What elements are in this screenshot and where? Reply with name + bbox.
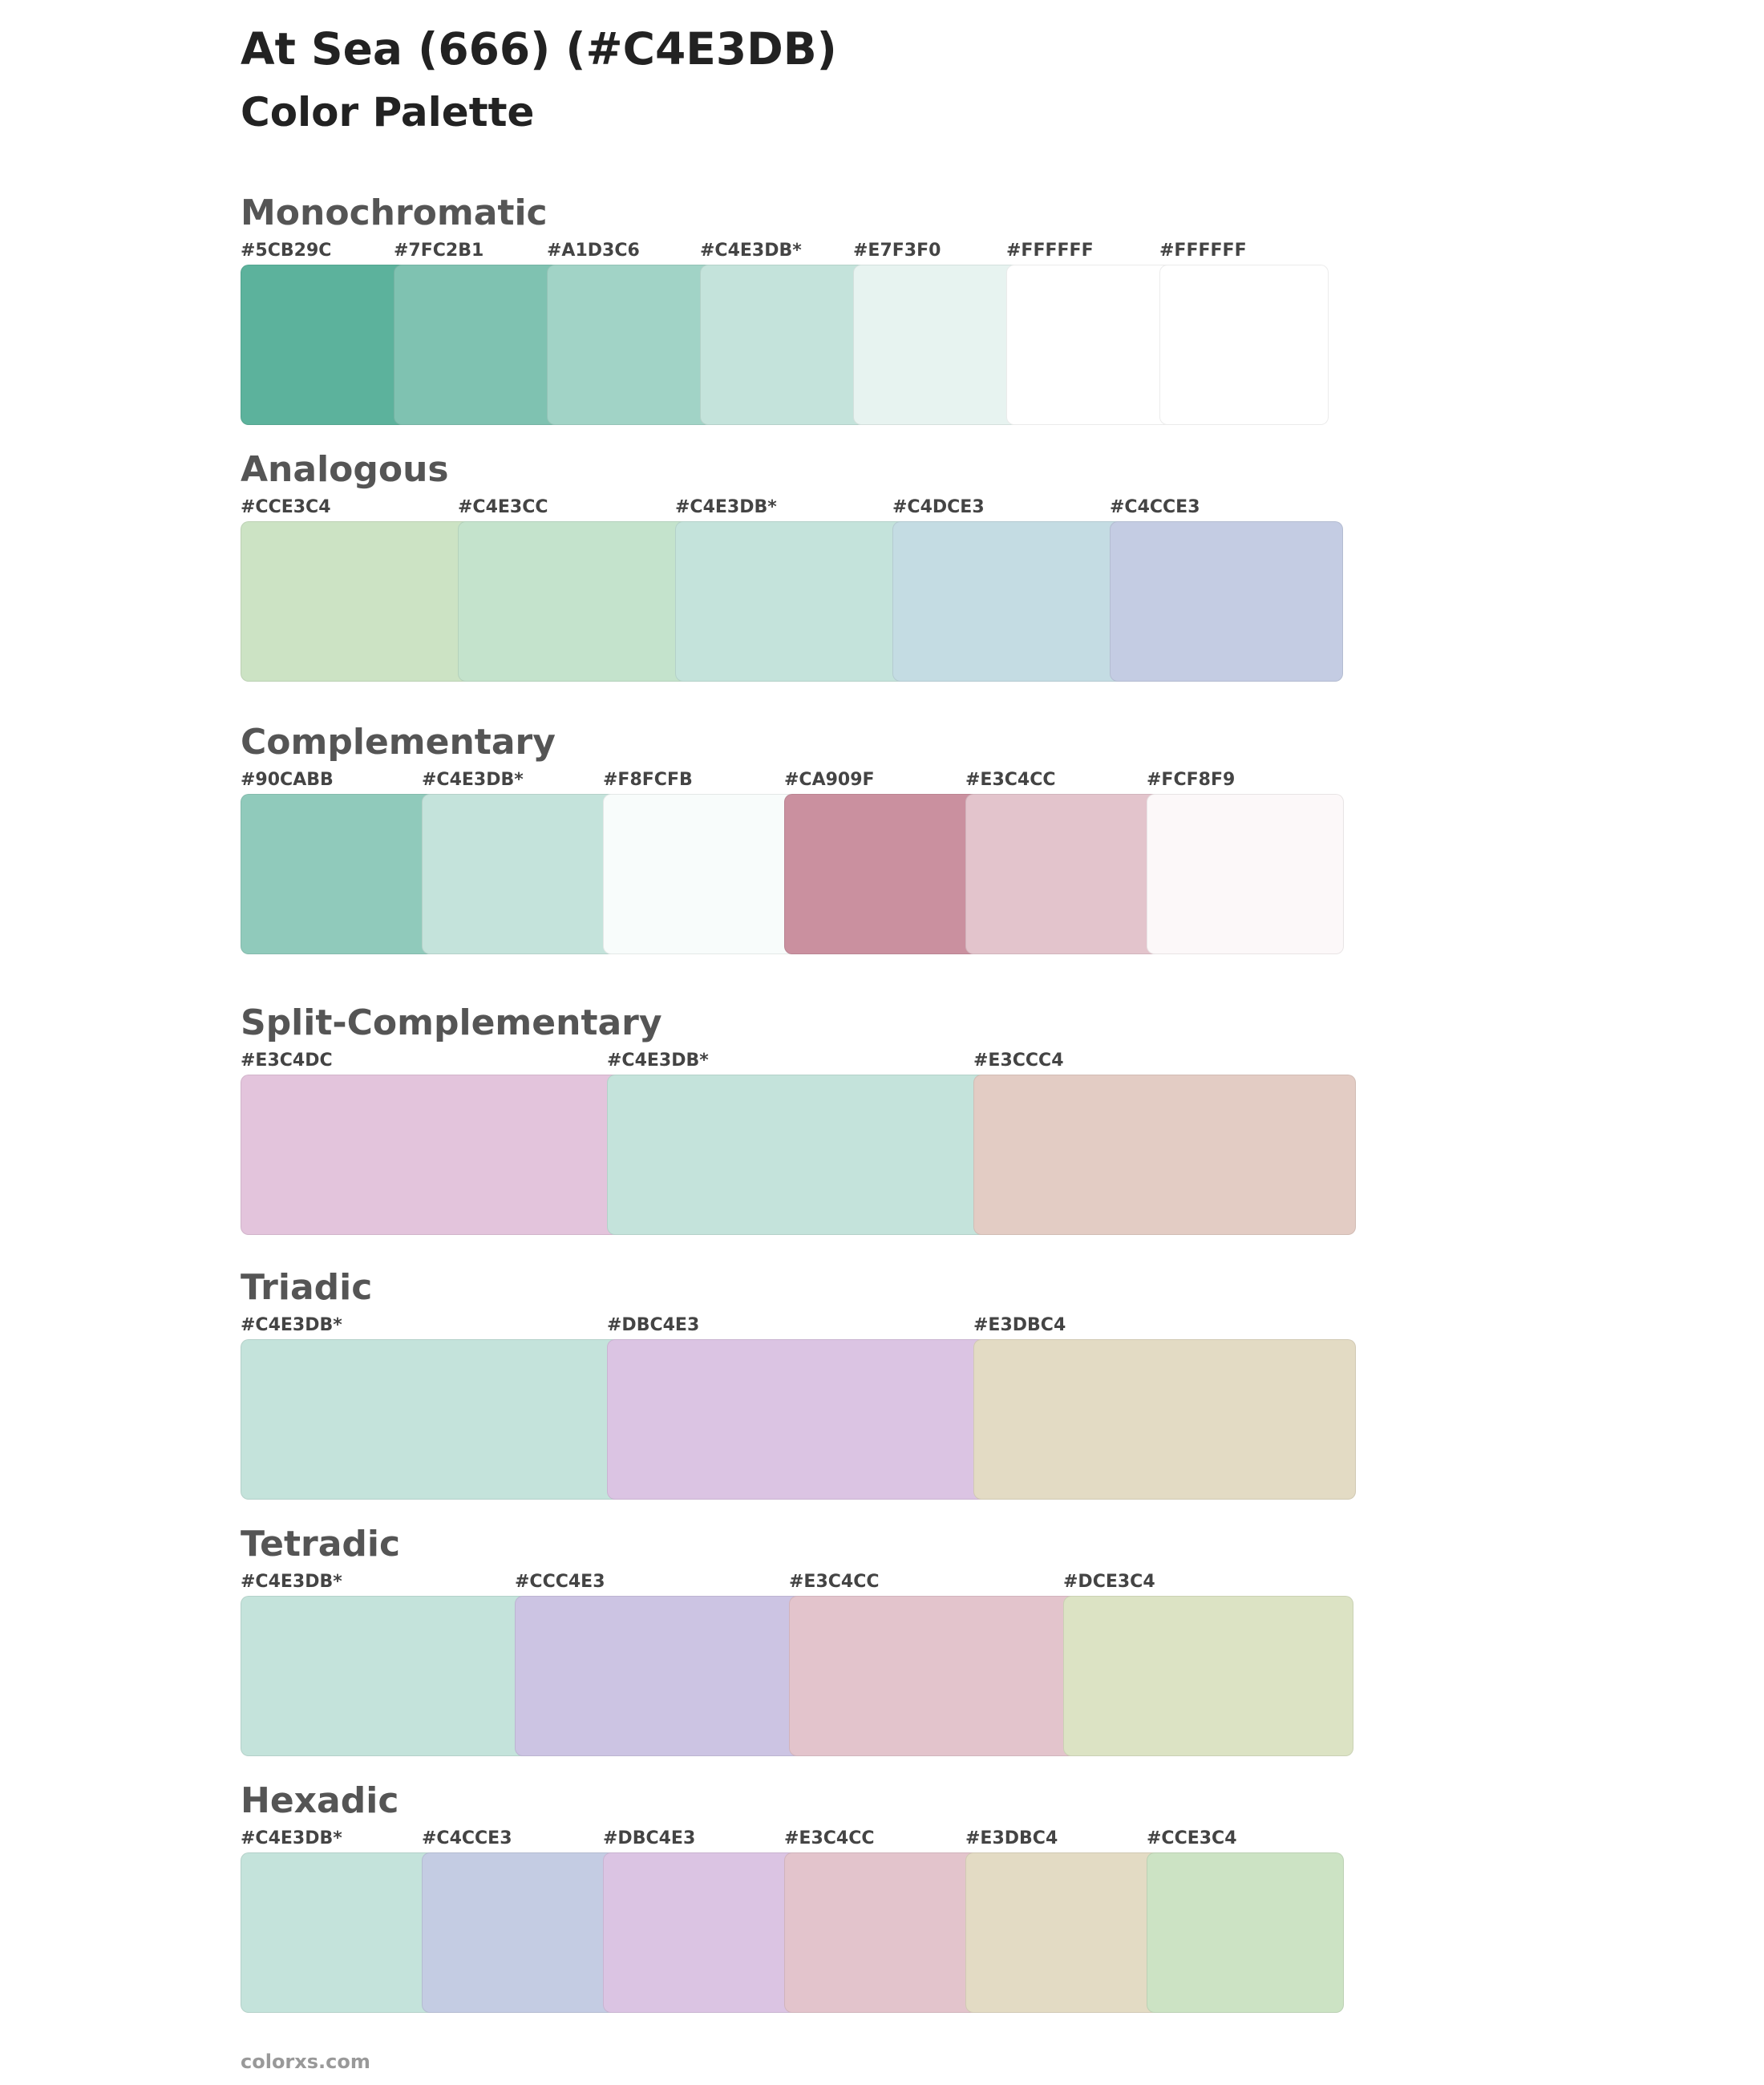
color-code-label: #E3DBC4: [965, 1828, 1058, 1848]
color-swatch[interactable]: [1110, 521, 1343, 682]
page-title: At Sea (666) (#C4E3DB): [241, 23, 837, 75]
color-swatch[interactable]: [965, 794, 1163, 954]
color-code-label: #C4E3DB*: [241, 1315, 342, 1335]
color-code-label: #DBC4E3: [607, 1315, 700, 1335]
color-code-label: #E3C4CC: [789, 1572, 880, 1592]
color-code-label: #C4CCE3: [1110, 497, 1200, 517]
color-code-label: #E3C4DC: [241, 1051, 333, 1071]
color-swatch[interactable]: [547, 265, 716, 425]
color-code-label: #E3C4CC: [784, 1828, 875, 1848]
color-code-label: #F8FCFB: [603, 770, 693, 790]
color-swatch[interactable]: [241, 521, 474, 682]
color-code-label: #DCE3C4: [1063, 1572, 1155, 1592]
color-code-label: #CCC4E3: [515, 1572, 605, 1592]
color-code-label: #CCE3C4: [1147, 1828, 1237, 1848]
color-swatch[interactable]: [458, 521, 691, 682]
section-title: Analogous: [241, 449, 449, 490]
color-code-label: #A1D3C6: [547, 241, 640, 261]
color-swatch[interactable]: [1147, 794, 1344, 954]
color-code-label: #CA909F: [784, 770, 875, 790]
color-swatch[interactable]: [700, 265, 869, 425]
color-swatch[interactable]: [1159, 265, 1329, 425]
color-swatch[interactable]: [422, 794, 619, 954]
color-swatch[interactable]: [965, 1852, 1163, 2013]
color-swatch[interactable]: [422, 1852, 619, 2013]
color-code-label: #E7F3F0: [853, 241, 941, 261]
color-swatch[interactable]: [241, 265, 410, 425]
section-title: Monochromatic: [241, 192, 548, 233]
section-title: Split-Complementary: [241, 1002, 662, 1043]
color-swatch[interactable]: [892, 521, 1126, 682]
color-swatch[interactable]: [241, 794, 438, 954]
footer-site-link[interactable]: colorxs.com: [241, 2051, 370, 2073]
color-swatch[interactable]: [607, 1075, 989, 1235]
color-swatch[interactable]: [675, 521, 908, 682]
color-swatch[interactable]: [1063, 1596, 1353, 1756]
color-code-label: #DBC4E3: [603, 1828, 696, 1848]
color-code-label: #C4E3CC: [458, 497, 548, 517]
color-code-label: #FCF8F9: [1147, 770, 1236, 790]
section-title: Tetradic: [241, 1524, 401, 1565]
color-code-label: #E3DBC4: [973, 1315, 1066, 1335]
color-swatch[interactable]: [973, 1339, 1356, 1500]
color-swatch[interactable]: [241, 1596, 531, 1756]
color-code-label: #FFFFFF: [1159, 241, 1247, 261]
color-code-label: #C4E3DB*: [241, 1572, 342, 1592]
color-swatch[interactable]: [853, 265, 1022, 425]
color-swatch[interactable]: [1006, 265, 1175, 425]
color-code-label: #5CB29C: [241, 241, 332, 261]
color-code-label: #C4E3DB*: [241, 1828, 342, 1848]
color-swatch[interactable]: [241, 1075, 623, 1235]
color-swatch[interactable]: [607, 1339, 989, 1500]
color-code-label: #C4E3DB*: [675, 497, 777, 517]
section-title: Hexadic: [241, 1780, 399, 1821]
color-swatch[interactable]: [1147, 1852, 1344, 2013]
color-code-label: #C4E3DB*: [607, 1051, 709, 1071]
color-swatch[interactable]: [603, 1852, 800, 2013]
color-code-label: #C4E3DB*: [422, 770, 524, 790]
color-code-label: #FFFFFF: [1006, 241, 1094, 261]
color-swatch[interactable]: [973, 1075, 1356, 1235]
section-title: Complementary: [241, 722, 556, 763]
color-swatch[interactable]: [603, 794, 800, 954]
color-code-label: #C4DCE3: [892, 497, 985, 517]
color-swatch[interactable]: [789, 1596, 1079, 1756]
color-swatch[interactable]: [515, 1596, 805, 1756]
color-code-label: #E3C4CC: [965, 770, 1056, 790]
page-subtitle: Color Palette: [241, 89, 535, 136]
color-swatch[interactable]: [241, 1852, 438, 2013]
color-code-label: #C4CCE3: [422, 1828, 512, 1848]
color-swatch[interactable]: [241, 1339, 623, 1500]
color-swatch[interactable]: [394, 265, 563, 425]
color-code-label: #90CABB: [241, 770, 334, 790]
color-swatch[interactable]: [784, 794, 981, 954]
color-code-label: #E3CCC4: [973, 1051, 1064, 1071]
color-code-label: #7FC2B1: [394, 241, 484, 261]
color-swatch[interactable]: [784, 1852, 981, 2013]
color-code-label: #CCE3C4: [241, 497, 331, 517]
color-code-label: #C4E3DB*: [700, 241, 802, 261]
section-title: Triadic: [241, 1267, 373, 1308]
